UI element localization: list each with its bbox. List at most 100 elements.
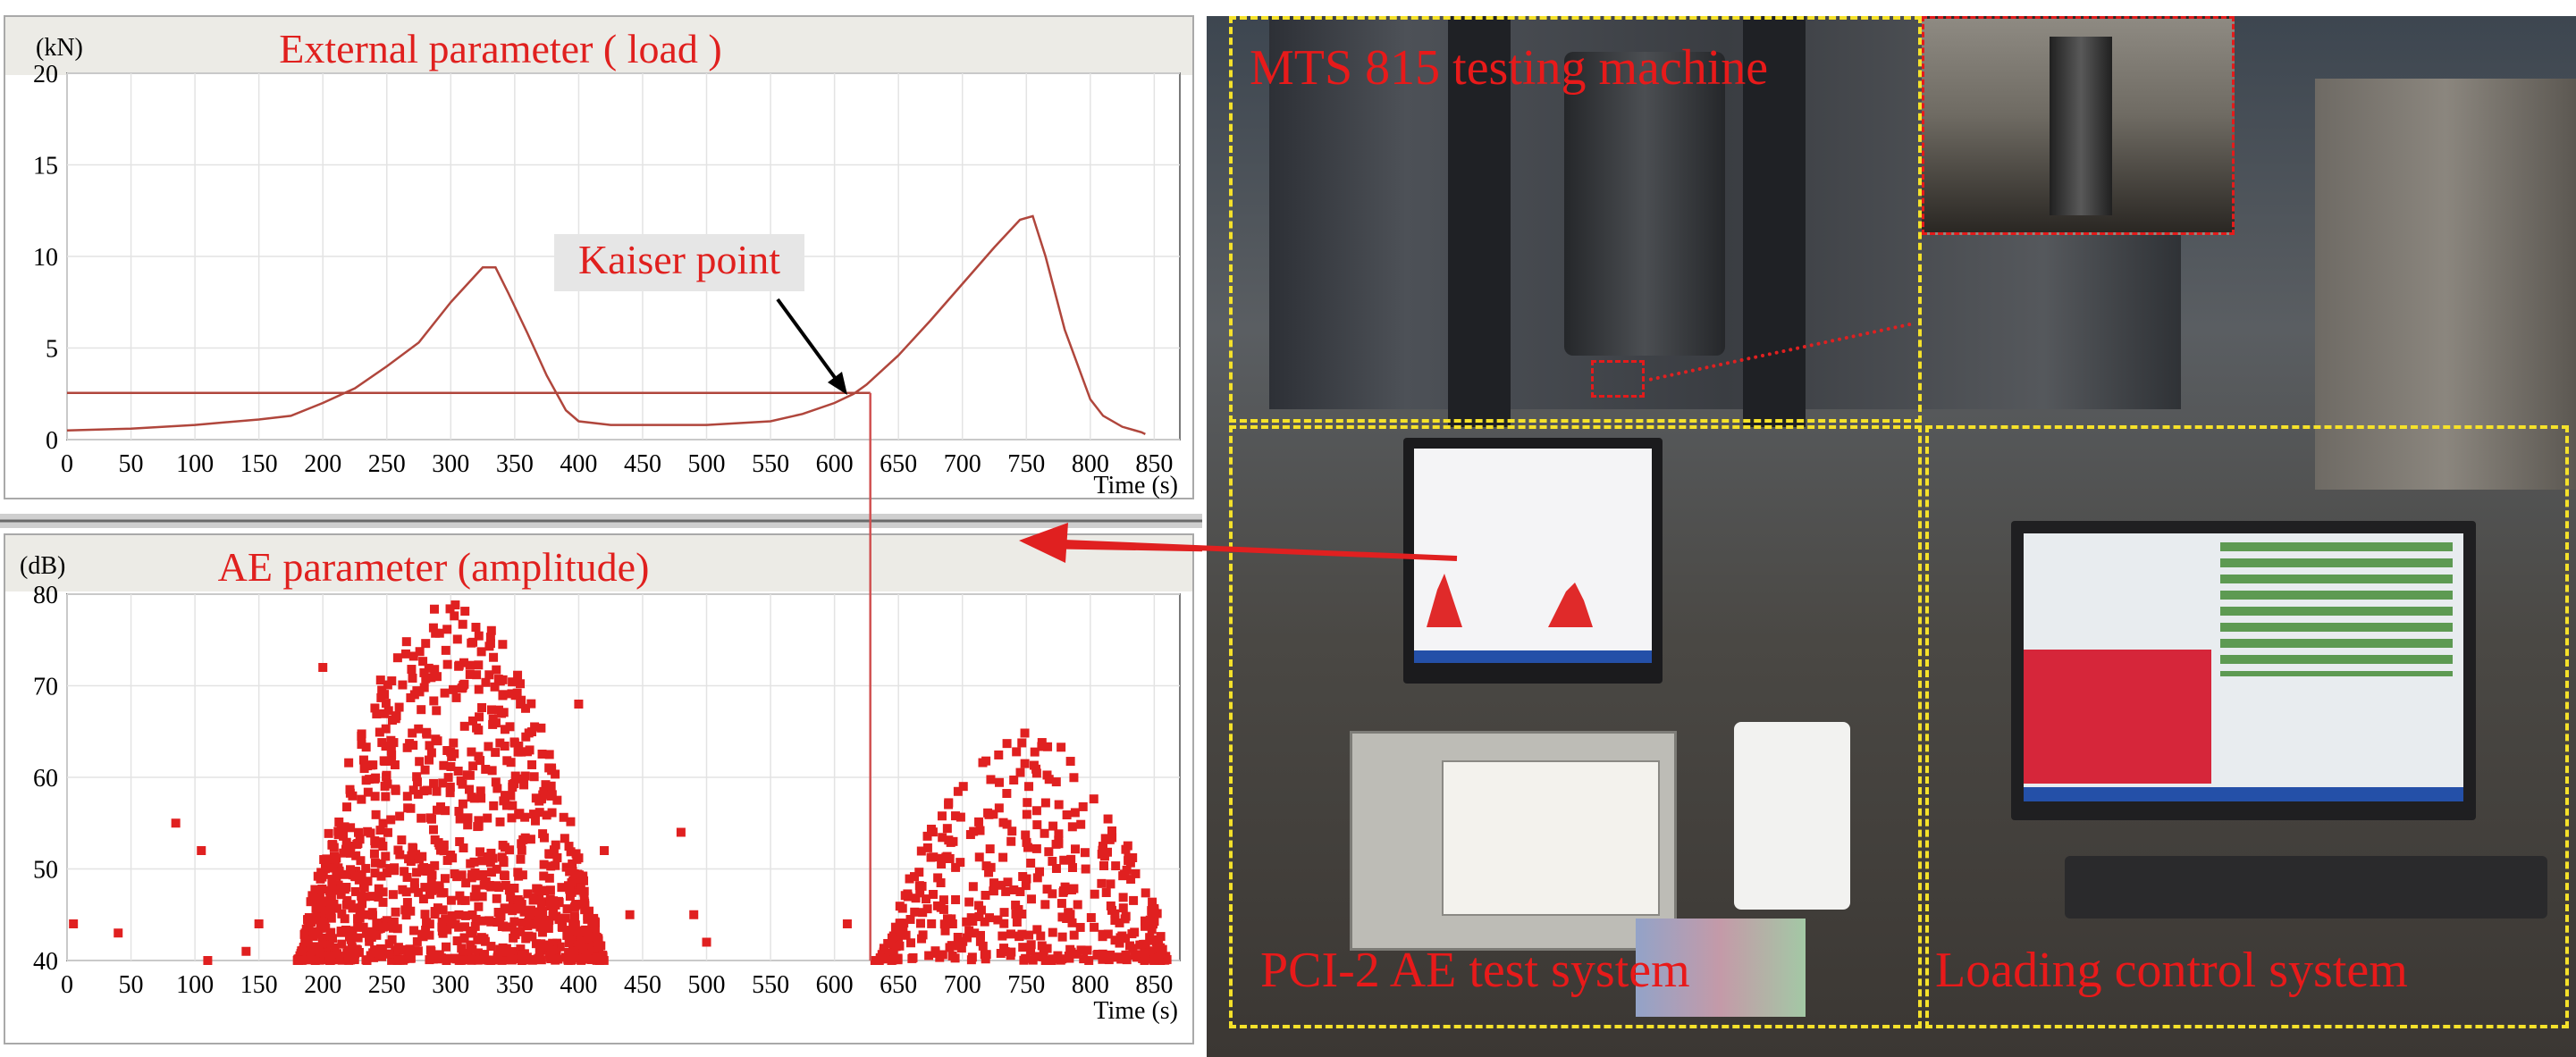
ae-point	[539, 871, 549, 881]
y-tick-label: 50	[33, 857, 58, 885]
ae-point	[1117, 931, 1127, 941]
ae-point	[440, 688, 450, 698]
ae-point	[951, 862, 961, 872]
ae-point	[505, 722, 515, 732]
ae-point	[314, 891, 324, 901]
ae-point	[899, 919, 909, 928]
x-tick-label: 500	[688, 450, 726, 478]
ae-point	[407, 665, 417, 675]
ae-point	[375, 826, 385, 835]
ae-point	[461, 878, 471, 888]
ae-point	[945, 943, 955, 952]
x-tick-label: 350	[496, 971, 534, 999]
ae-point	[304, 913, 314, 923]
ae-point	[1066, 885, 1076, 895]
ae-point	[676, 827, 686, 837]
ae-point	[1110, 935, 1120, 945]
ae-point	[383, 706, 393, 716]
ae-point	[426, 748, 436, 758]
ae-point	[1149, 955, 1159, 965]
load-tick-labels: 0 50 100 150 200 250 300 350 400 450 500 550 600 650 7…	[33, 61, 1173, 478]
ae-point	[459, 721, 469, 731]
x-tick-label: 800	[1072, 971, 1109, 999]
ae-point	[910, 907, 920, 917]
ae-point	[369, 849, 379, 859]
ae-point	[545, 901, 555, 910]
ae-point	[1043, 742, 1053, 751]
ae-point	[984, 913, 994, 923]
ae-point	[375, 675, 385, 685]
ae-point	[569, 911, 579, 921]
ae-point	[340, 822, 349, 832]
ae-point	[532, 884, 542, 893]
ae-point	[1042, 944, 1052, 953]
ae-point	[1012, 747, 1022, 757]
ae-point	[378, 897, 388, 907]
ae-point	[474, 660, 484, 670]
ae-point	[1039, 952, 1048, 961]
ae-point	[481, 764, 491, 774]
ae-point	[361, 910, 371, 919]
ae-point	[567, 877, 577, 887]
ae-point	[434, 838, 443, 848]
ae-point	[457, 870, 467, 880]
ae-point	[439, 888, 449, 898]
ae-point	[366, 828, 375, 838]
ae-point	[518, 950, 527, 960]
ae-point	[456, 776, 466, 785]
loading-region-box	[1925, 425, 2569, 1028]
ae-point	[1059, 855, 1069, 865]
ae-point	[968, 882, 978, 892]
ae-point	[974, 901, 984, 910]
load-grid	[66, 72, 1180, 440]
ae-point	[1108, 952, 1118, 962]
ae-point	[1059, 886, 1069, 896]
ae-point	[395, 850, 405, 860]
ae-point	[400, 867, 409, 877]
ae-point	[1048, 856, 1057, 866]
ae-point	[1125, 858, 1135, 868]
ae-point	[564, 926, 574, 935]
ae-point	[1035, 867, 1045, 877]
ae-point	[1020, 728, 1030, 738]
ae-point	[486, 868, 496, 877]
ae-scatter-points	[69, 600, 1172, 965]
ae-point	[400, 905, 410, 915]
ae-point	[1040, 900, 1050, 910]
ae-point	[897, 930, 906, 940]
ae-point	[528, 895, 538, 905]
x-tick-label: 50	[119, 450, 144, 478]
ae-point	[492, 784, 502, 793]
ae-point	[390, 760, 400, 770]
ae-point	[546, 781, 556, 791]
ae-point	[1103, 847, 1113, 857]
ae-point	[557, 913, 567, 923]
screen-green-table	[2220, 542, 2453, 676]
loading-taskbar	[2024, 787, 2463, 801]
ae-point	[489, 652, 499, 662]
ae-point	[333, 880, 343, 890]
ae-point	[887, 933, 897, 943]
ae-point	[408, 741, 418, 751]
ae-point	[526, 699, 536, 709]
ae-point	[386, 746, 396, 756]
ae-point	[1121, 950, 1131, 960]
ae-point	[1051, 777, 1061, 787]
ae-point	[350, 872, 360, 882]
ae-point	[498, 640, 508, 650]
lab-photo: MTS 815 testing machine PCI-2 AE test sy…	[1207, 16, 2576, 1057]
x-tick-label: 150	[240, 971, 278, 999]
ae-point	[450, 611, 459, 621]
ae-point	[1118, 903, 1128, 913]
ae-point	[387, 935, 397, 944]
ae-point	[472, 670, 482, 680]
ae-point	[421, 674, 431, 684]
ae-point	[1072, 949, 1082, 959]
ae-point	[425, 930, 434, 940]
ae-point	[376, 871, 386, 881]
ae-point	[429, 696, 439, 706]
inset-detail-photo	[1922, 16, 2235, 235]
ae-point	[441, 645, 450, 655]
ae-point	[363, 787, 373, 797]
ae-point	[522, 747, 532, 757]
